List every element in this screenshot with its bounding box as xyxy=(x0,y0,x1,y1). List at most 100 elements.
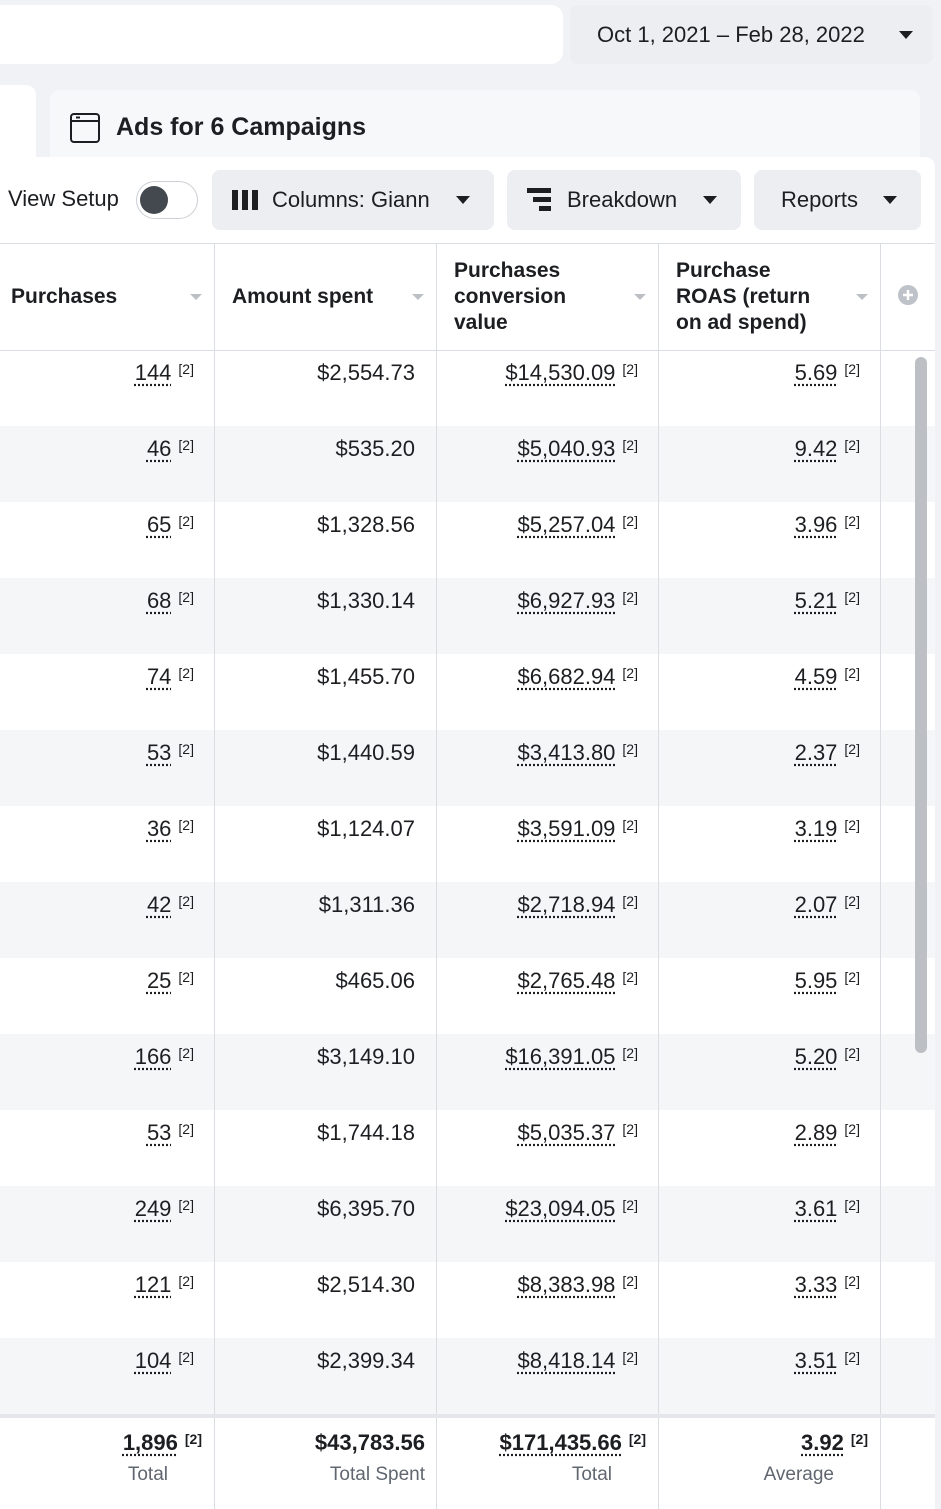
cell-value: $23,094.05 xyxy=(505,1196,615,1222)
date-range: Oct 1, 2021 – Feb 28, 2022 xyxy=(597,22,865,48)
table-cell: 42 [2] xyxy=(0,882,215,958)
footnote: [2] xyxy=(178,589,194,605)
table-cell: $1,330.14 xyxy=(215,578,437,654)
table-cell: $5,257.04 [2] xyxy=(437,502,659,578)
add-column[interactable] xyxy=(880,244,935,350)
cell-value: $2,514.30 xyxy=(317,1272,415,1298)
footnote: [2] xyxy=(178,1121,194,1137)
footnote: [2] xyxy=(185,1431,202,1456)
table-cell: 25 [2] xyxy=(0,958,215,1034)
table-cell: 74 [2] xyxy=(0,654,215,730)
table-cell: 5.69 [2] xyxy=(659,350,881,426)
table-cell: 3.61 [2] xyxy=(659,1186,881,1262)
table-cell: $5,035.37 [2] xyxy=(437,1110,659,1186)
cell-value: $2,554.73 xyxy=(317,360,415,386)
footnote: [2] xyxy=(178,437,194,453)
table-cell: $465.06 xyxy=(215,958,437,1034)
table-cell: 3.33 [2] xyxy=(659,1262,881,1338)
total-row: $171,435.66 [2] xyxy=(437,1430,646,1456)
label: View Setup xyxy=(8,186,119,212)
table-cell: 249 [2] xyxy=(0,1186,215,1262)
cell-value: $3,149.10 xyxy=(317,1044,415,1070)
tab[interactable]: Ads for 6 Campaigns xyxy=(50,90,920,165)
column-header[interactable]: Purchases conversion value xyxy=(437,244,659,350)
header-label: Amount spent xyxy=(232,284,373,310)
column-header[interactable]: Amount spent xyxy=(215,244,437,350)
column-header[interactable]: Purchase ROAS (return on ad spend) xyxy=(659,244,881,350)
cell-value: 5.20 xyxy=(795,1044,838,1070)
footnote: [2] xyxy=(622,1121,638,1137)
footnote: [2] xyxy=(178,893,194,909)
table-cell: $8,418.14 [2] xyxy=(437,1338,659,1414)
footnote: [2] xyxy=(844,817,860,833)
cell-value: $2,718.94 xyxy=(518,892,616,918)
cell-value: $535.20 xyxy=(335,436,415,462)
date-picker[interactable]: Oct 1, 2021 – Feb 28, 2022 xyxy=(570,5,933,64)
cell-value: 249 xyxy=(135,1196,172,1222)
cell-value: 121 xyxy=(135,1272,172,1298)
cell-value: 46 xyxy=(147,436,171,462)
cell-value: 68 xyxy=(147,588,171,614)
cell-value: $1,124.07 xyxy=(317,816,415,842)
cell-value: 4.59 xyxy=(795,664,838,690)
total-value: 1,896 xyxy=(123,1430,178,1456)
cell-value: $1,311.36 xyxy=(319,892,415,918)
table-cell: 104 [2] xyxy=(0,1338,215,1414)
reports-button[interactable]: Reports xyxy=(754,170,921,230)
footnote: [2] xyxy=(844,1273,860,1289)
table-cell: 121 [2] xyxy=(0,1262,215,1338)
table-cell: $6,682.94 [2] xyxy=(437,654,659,730)
total-value: $171,435.66 xyxy=(500,1430,622,1456)
table-cell: 53 [2] xyxy=(0,1110,215,1186)
search-box[interactable] xyxy=(0,5,563,64)
table-cell: $6,395.70 xyxy=(215,1186,437,1262)
cell-value: 53 xyxy=(147,740,171,766)
table-cell: $16,391.05 [2] xyxy=(437,1034,659,1110)
icon xyxy=(70,113,100,143)
footnote: [2] xyxy=(178,1273,194,1289)
page: Oct 1, 2021 – Feb 28, 2022 Ads for 6 Cam… xyxy=(0,0,941,1508)
footnote: [2] xyxy=(178,969,194,985)
footnote: [2] xyxy=(178,1045,194,1061)
cell-value: 2.37 xyxy=(795,740,838,766)
cell-value: $2,765.48 xyxy=(518,968,616,994)
cell-value: $3,591.09 xyxy=(518,816,616,842)
tab[interactable] xyxy=(0,85,36,165)
cell-value: 36 xyxy=(147,816,171,842)
footnote: [2] xyxy=(844,1121,860,1137)
total-cell: $43,783.56 Total Spent xyxy=(215,1418,437,1509)
cell-value: 5.95 xyxy=(795,968,838,994)
table-cell: $6,927.93 [2] xyxy=(437,578,659,654)
cell-value: 3.61 xyxy=(795,1196,838,1222)
table-cell: $14,530.09 [2] xyxy=(437,350,659,426)
total-label: Average xyxy=(659,1464,868,1486)
footnote: [2] xyxy=(851,1431,868,1456)
breakdown-button[interactable]: Breakdown xyxy=(507,170,741,230)
header-label: Purchases xyxy=(11,284,117,310)
table: Purchases Amount spent Purchases conversio… xyxy=(0,243,935,1508)
footnote: [2] xyxy=(178,513,194,529)
cell-value: $6,395.70 xyxy=(317,1196,415,1222)
table-cell: 3.19 [2] xyxy=(659,806,881,882)
table-cell: $2,765.48 [2] xyxy=(437,958,659,1034)
scrollbar[interactable] xyxy=(915,357,927,1053)
table-cell: $1,124.07 xyxy=(215,806,437,882)
tab-title: Ads for 6 Campaigns xyxy=(116,113,366,142)
column-header[interactable]: Purchases xyxy=(0,244,215,350)
footnote: [2] xyxy=(622,1349,638,1365)
cell-value: $1,744.18 xyxy=(317,1120,415,1146)
table-cell: 2.07 [2] xyxy=(659,882,881,958)
footnote: [2] xyxy=(844,513,860,529)
toggle[interactable] xyxy=(136,181,198,219)
columns-button[interactable]: Columns: Giann xyxy=(212,170,494,230)
footnote: [2] xyxy=(844,1045,860,1061)
cell-value: 144 xyxy=(135,360,172,386)
cell-value: 3.19 xyxy=(795,816,838,842)
footnote: [2] xyxy=(178,665,194,681)
total-value: $43,783.56 xyxy=(315,1430,425,1456)
cell-value: 2.07 xyxy=(795,892,838,918)
footnote: [2] xyxy=(622,969,638,985)
table-cell: $3,149.10 xyxy=(215,1034,437,1110)
table-cell: 65 [2] xyxy=(0,502,215,578)
footnote: [2] xyxy=(844,437,860,453)
